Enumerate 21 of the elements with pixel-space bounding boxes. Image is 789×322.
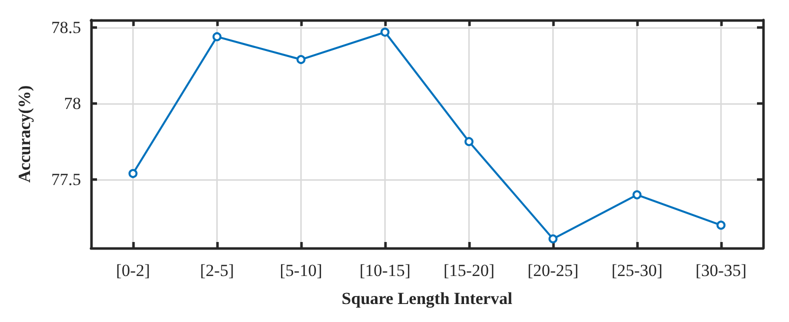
point [380, 28, 390, 37]
y-tick-label: 78.5 [51, 18, 81, 38]
y-tick-label: 78 [64, 94, 81, 114]
x-tick-label: [10-15] [360, 261, 410, 280]
point [212, 32, 222, 42]
y-tick-label: 77.5 [51, 170, 81, 190]
point [632, 190, 642, 200]
point [296, 55, 306, 64]
x-tick-label: [20-25] [528, 261, 578, 280]
x-tick-label: [0-2] [116, 261, 150, 280]
point [716, 220, 726, 230]
point [128, 169, 138, 178]
x-tick-label: [15-20] [444, 261, 494, 280]
point [548, 234, 558, 244]
x-tick-label: [2-5] [200, 261, 234, 280]
x-tick-label: [25-30] [612, 261, 662, 280]
point [464, 137, 474, 146]
x-tick-label: [5-10] [280, 261, 322, 280]
x-axis-title: Square Length Interval [342, 289, 513, 308]
y-axis-title: Accuracy(%) [15, 85, 34, 183]
x-tick-label: [30-35] [696, 261, 746, 280]
